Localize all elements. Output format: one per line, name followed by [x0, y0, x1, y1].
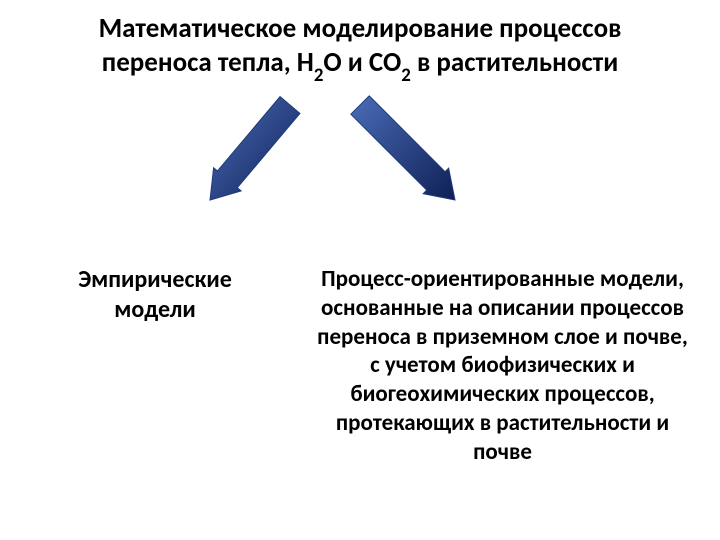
title-l2-prefix: переноса тепла, H [102, 46, 314, 79]
left-block: Эмпирические модели [40, 265, 270, 325]
title-sub1: 2 [314, 64, 324, 87]
diagram-title: Математическое моделирование процессов п… [40, 12, 680, 84]
arrows-svg [0, 95, 720, 235]
right-block: Процесс-ориентированные модели, основанн… [310, 265, 695, 466]
arrow-left [210, 97, 300, 200]
title-line2: переноса тепла, H2O и CO2 в растительнос… [40, 46, 680, 84]
arrows-container [0, 95, 720, 235]
arrow-right [351, 96, 455, 200]
title-l2-mid: O и CO [323, 46, 401, 79]
title-line1: Математическое моделирование процессов [40, 12, 680, 46]
title-l2-suffix: в растительности [411, 46, 618, 79]
title-sub2: 2 [401, 64, 411, 87]
